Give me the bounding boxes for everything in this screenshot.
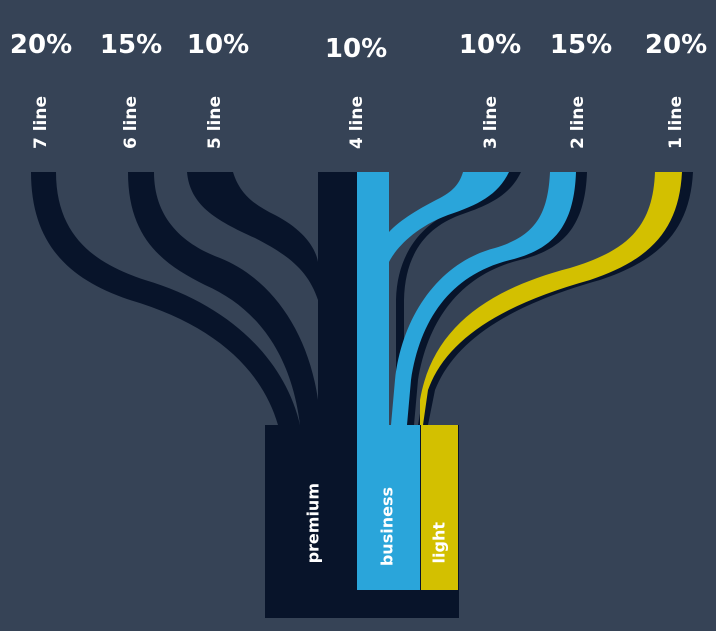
flow-5-line <box>187 172 318 300</box>
flow-4-line <box>318 172 357 427</box>
percent-1-line: 20% <box>644 30 708 60</box>
flow-7-line <box>31 172 300 425</box>
percent-7-line: 20% <box>9 30 73 60</box>
label-6-line: 6 line <box>121 96 141 150</box>
premium-label: premium <box>303 483 323 564</box>
flow-6-line <box>128 172 318 425</box>
business-label: business <box>377 487 397 567</box>
label-4-line: 4 line <box>347 96 367 150</box>
business-bar-base <box>357 425 420 590</box>
label-5-line: 5 line <box>205 96 225 150</box>
percent-3-line: 10% <box>458 30 522 60</box>
flow-3-line <box>389 172 509 262</box>
percent-4-line: 10% <box>324 34 388 64</box>
percent-2-line: 15% <box>549 30 613 60</box>
flow-2-line <box>391 172 576 425</box>
percent-6-line: 15% <box>99 30 163 60</box>
flow-1-line <box>420 172 682 425</box>
label-7-line: 7 line <box>31 96 51 150</box>
light-label: light <box>429 522 449 564</box>
label-2-line: 2 line <box>568 96 588 150</box>
label-1-line: 1 line <box>666 96 686 150</box>
label-3-line: 3 line <box>481 96 501 150</box>
percent-5-line: 10% <box>186 30 250 60</box>
light-bar <box>421 425 458 590</box>
